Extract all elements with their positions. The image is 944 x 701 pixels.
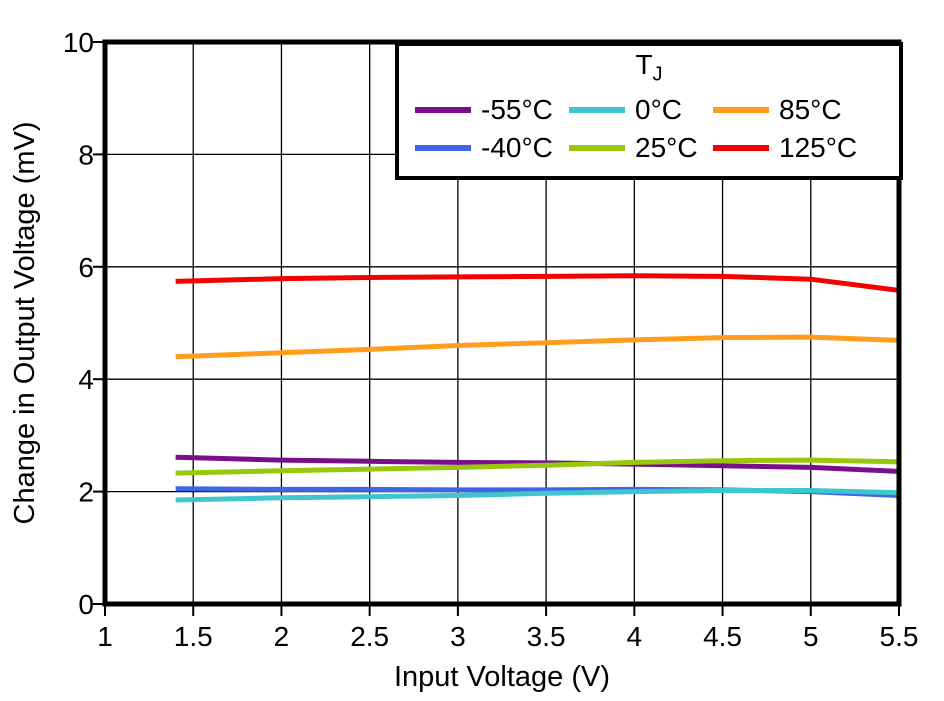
series-lines [175, 273, 900, 503]
legend-swatch [713, 144, 769, 151]
x-tick-label: 2.5 [350, 621, 389, 652]
x-tick-label: 4.5 [703, 621, 742, 652]
legend-swatch [415, 106, 471, 113]
y-tick-label: 10 [63, 27, 94, 58]
x-tick-label: 1.5 [174, 621, 213, 652]
x-tick-label: 3.5 [527, 621, 566, 652]
legend-swatch [569, 106, 625, 113]
series-line-25c [175, 457, 900, 476]
axis-tick-labels: 1 1.5 2 2.5 3 3.5 4 4.5 5 5.5 0 2 4 6 8 10 [63, 27, 919, 652]
legend-entries: -55°C 0°C 85°C -40°C 25°C 125°C [399, 93, 899, 165]
y-tick-label: 2 [78, 477, 94, 508]
legend-swatch [415, 144, 471, 151]
axis-ticks [93, 41, 900, 616]
x-tick-label: 4 [627, 621, 643, 652]
chart-legend: TJ -55°C 0°C 85°C -40°C 25°C 125°C [395, 42, 903, 180]
legend-label: -40°C [481, 131, 553, 163]
legend-title-main: T [635, 49, 653, 80]
legend-label: 125°C [779, 131, 858, 163]
legend-title-sub: J [652, 63, 663, 86]
x-tick-label: 1 [97, 621, 113, 652]
legend-label: 25°C [635, 131, 698, 163]
x-tick-label: 2 [274, 621, 290, 652]
legend-label: 0°C [635, 93, 682, 125]
legend-entry-125c: 125°C [713, 131, 883, 165]
legend-entry-25c: 25°C [569, 131, 709, 165]
y-tick-label: 6 [78, 252, 94, 283]
y-axis-title: Change in Output Voltage (mV) [9, 121, 41, 524]
x-tick-label: 5.5 [880, 621, 919, 652]
legend-entry-85c: 85°C [713, 93, 883, 127]
legend-entry--40c: -40°C [415, 131, 565, 165]
legend-swatch [569, 144, 625, 151]
y-tick-label: 4 [78, 364, 94, 395]
x-tick-label: 3 [450, 621, 466, 652]
series-line-125c [175, 273, 900, 293]
x-axis-title: Input Voltage (V) [394, 661, 610, 693]
y-tick-label: 0 [78, 589, 94, 620]
series-line-0c [175, 488, 900, 503]
legend-label: -55°C [481, 93, 553, 125]
legend-entry--55c: -55°C [415, 93, 565, 127]
series-line-85c [175, 334, 900, 360]
x-tick-label: 5 [803, 621, 819, 652]
legend-entry-0c: 0°C [569, 93, 709, 127]
legend-title: TJ [399, 50, 899, 90]
legend-label: 85°C [779, 93, 842, 125]
legend-swatch [713, 106, 769, 113]
y-tick-label: 8 [78, 139, 94, 170]
